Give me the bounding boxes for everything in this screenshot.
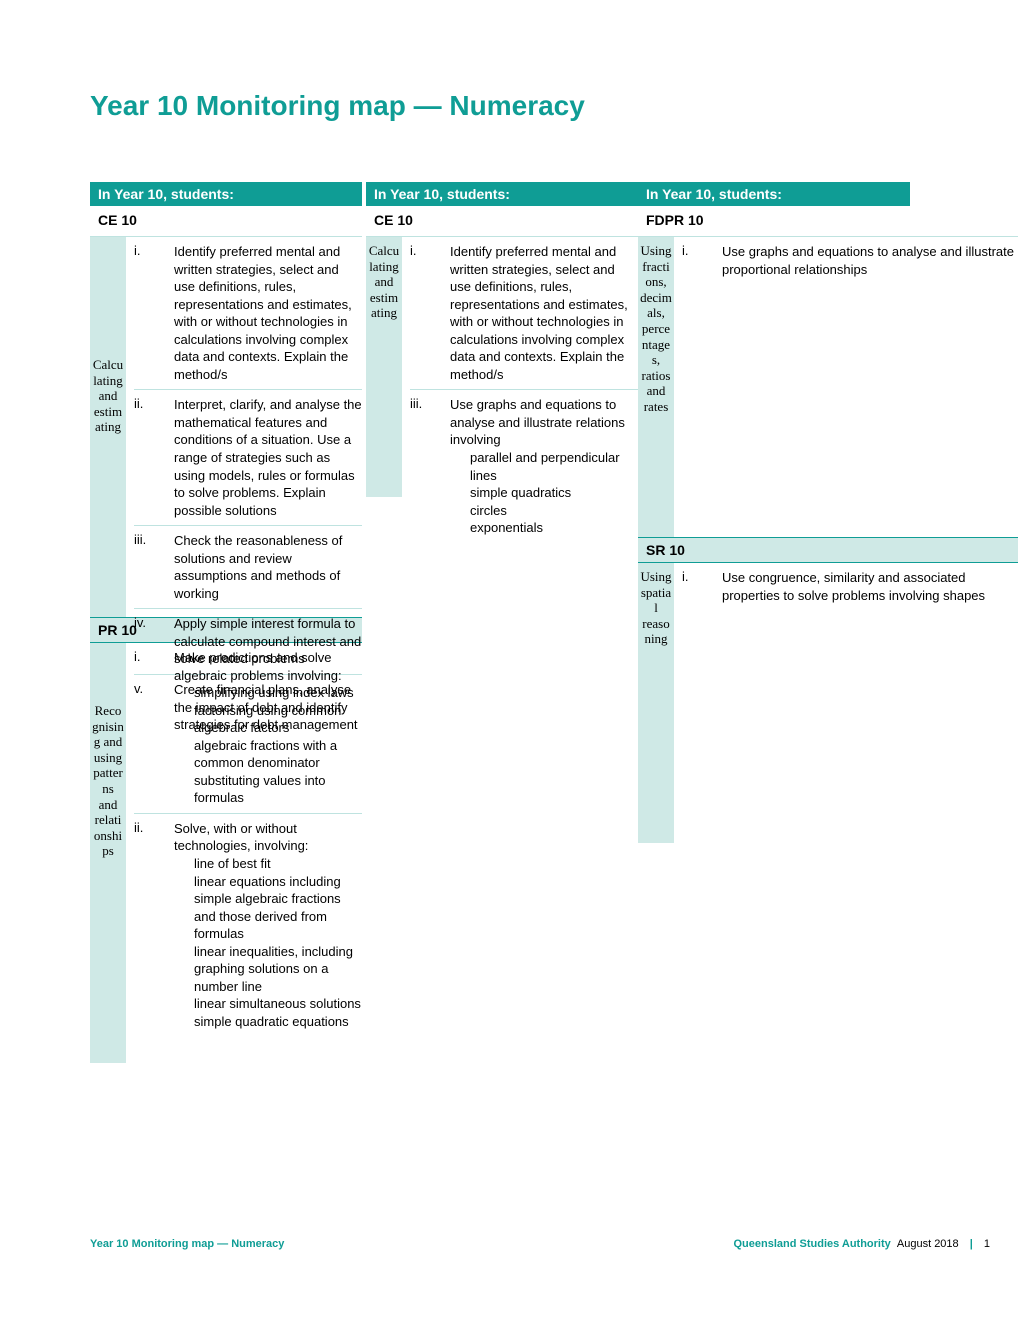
column-2: In Year 10, students: CE 10 Calculating … <box>366 182 638 497</box>
col3-code2: SR 10 <box>638 537 1018 563</box>
col3-side-sr: Using spatial reasoning <box>638 563 674 843</box>
col3-side-fdpr: Using fractions, decimals, percentages, … <box>638 237 674 537</box>
footer-right: Queensland Studies Authority August 2018… <box>733 1238 990 1250</box>
col2-header: In Year 10, students: <box>366 182 638 206</box>
col1-code: CE 10 <box>90 206 362 237</box>
list-item: i.Identify preferred mental and written … <box>410 237 638 390</box>
col1-section-ce: Calculating and estimating i.Identify pr… <box>90 237 362 617</box>
column-1: In Year 10, students: CE 10 Calculating … <box>90 182 362 1063</box>
col2-code: CE 10 <box>366 206 638 237</box>
list-item: i. Make predictions and solve algebraic … <box>134 643 362 814</box>
col3-header: In Year 10, students: <box>638 182 910 206</box>
col3-code: FDPR 10 <box>638 206 1018 237</box>
col2-side: Calculating and estimating <box>366 237 402 497</box>
col1-section-pr: Recognising and using patterns and relat… <box>90 643 362 1063</box>
col1-side-pr: Recognising and using patterns and relat… <box>90 643 126 1063</box>
col2-section: Calculating and estimating i.Identify pr… <box>366 237 638 497</box>
list-item: i.Use congruence, similarity and associa… <box>682 563 1018 610</box>
col3-section-fdpr: Using fractions, decimals, percentages, … <box>638 237 1018 537</box>
col3-section-sr: Using spatial reasoning i.Use congruence… <box>638 563 1018 843</box>
list-item: i.Identify preferred mental and written … <box>134 237 362 390</box>
column-3: In Year 10, students: FDPR 10 Using frac… <box>638 182 1018 843</box>
col1-side-ce: Calculating and estimating <box>90 237 126 617</box>
list-item: i.Use graphs and equations to analyse an… <box>682 237 1018 284</box>
footer-left: Year 10 Monitoring map — Numeracy <box>90 1238 284 1250</box>
page-title: Year 10 Monitoring map — Numeracy <box>90 90 1020 122</box>
list-item: ii.Interpret, clarify, and analyse the m… <box>134 390 362 526</box>
list-item: iii.Check the reasonableness of solution… <box>134 526 362 609</box>
list-item: ii. Solve, with or without technologies,… <box>134 814 362 1037</box>
page-footer: Year 10 Monitoring map — Numeracy Queens… <box>90 1238 990 1250</box>
list-item: iii. Use graphs and equations to analyse… <box>410 390 638 542</box>
col1-header: In Year 10, students: <box>90 182 362 206</box>
